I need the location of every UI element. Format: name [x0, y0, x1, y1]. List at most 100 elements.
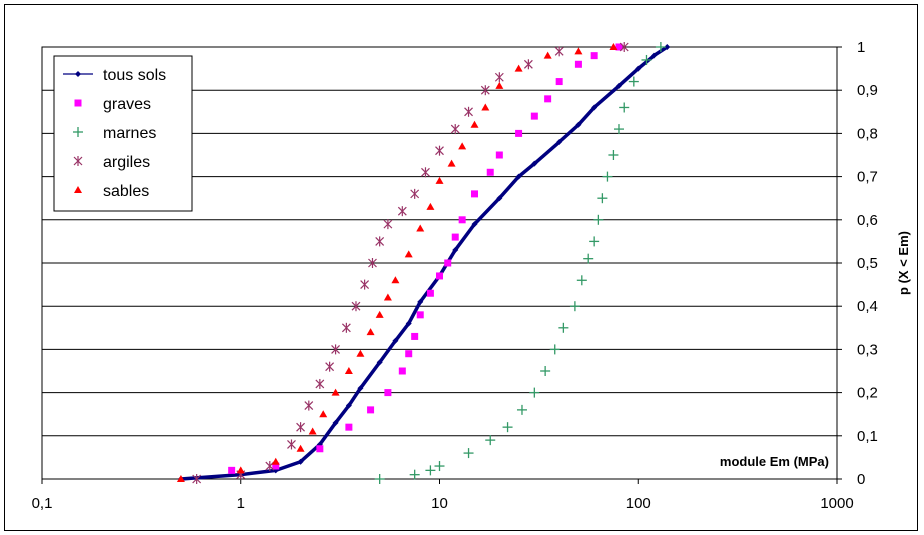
data-point — [575, 121, 582, 128]
legend-item: argiles — [73, 154, 150, 171]
data-point — [375, 236, 385, 247]
data-point — [531, 160, 538, 167]
data-point — [664, 44, 671, 50]
y-tick-label: 0,3 — [857, 341, 878, 358]
data-point — [602, 171, 613, 182]
data-point — [574, 47, 583, 55]
data-point — [391, 276, 400, 284]
data-point — [383, 293, 392, 301]
data-point — [635, 65, 642, 72]
data-point — [574, 60, 582, 68]
data-point — [366, 328, 375, 336]
data-point — [344, 367, 353, 374]
data-point — [416, 311, 424, 319]
data-point — [495, 81, 504, 89]
legend-item: tous sols — [63, 67, 166, 84]
data-point — [376, 359, 383, 366]
data-point — [435, 176, 444, 184]
data-point — [470, 120, 479, 128]
data-point — [315, 378, 325, 389]
data-point — [515, 173, 522, 180]
data-point — [421, 167, 430, 178]
data-point — [619, 42, 629, 52]
data-point — [375, 310, 384, 318]
legend-marker — [73, 127, 83, 137]
x-tick-label: 1 — [237, 495, 245, 512]
data-point — [434, 461, 445, 472]
data-point — [593, 214, 604, 225]
data-point — [398, 367, 406, 375]
data-point — [332, 419, 339, 426]
x-axis-ticks: 0,1 1 10 100 1000 — [32, 479, 854, 512]
data-point — [549, 344, 560, 355]
y-tick-label: 0,5 — [857, 255, 878, 272]
data-point — [650, 52, 657, 59]
data-point — [589, 236, 600, 247]
y-tick-label: 0,4 — [857, 298, 878, 315]
data-point — [502, 422, 513, 433]
data-point — [530, 112, 538, 120]
data-point — [410, 188, 420, 199]
data-point — [555, 78, 563, 86]
data-point — [176, 475, 185, 482]
data-point — [447, 159, 456, 167]
data-point — [316, 445, 324, 453]
y-tick-label: 1 — [857, 39, 865, 56]
data-point — [409, 469, 420, 480]
data-point — [287, 439, 296, 450]
data-point — [619, 102, 630, 113]
legend-marker — [74, 186, 82, 193]
data-point — [265, 461, 275, 472]
data-point — [325, 361, 335, 372]
legend-marker — [74, 99, 82, 107]
data-point — [417, 298, 424, 305]
data-point — [486, 168, 494, 176]
data-point — [613, 124, 624, 135]
data-point — [495, 151, 503, 159]
data-point — [297, 458, 304, 465]
data-point — [392, 337, 399, 344]
y-tick-label: 0,2 — [857, 385, 878, 402]
data-point — [345, 423, 353, 431]
data-point — [451, 233, 459, 241]
data-point — [463, 448, 474, 459]
data-point — [569, 301, 580, 312]
data-point — [591, 104, 598, 111]
data-point — [360, 279, 370, 290]
data-point — [331, 344, 341, 355]
x-tick-label: 0,1 — [32, 495, 53, 512]
data-point — [228, 466, 236, 474]
data-point — [405, 350, 413, 358]
legend-label: tous sols — [103, 67, 166, 84]
legend: tous sols graves marnes argiles sables — [53, 55, 193, 212]
data-point — [615, 82, 622, 89]
data-point — [608, 150, 619, 160]
chart-frame — [4, 4, 918, 531]
x-tick-label: 100 — [626, 495, 651, 512]
data-point — [368, 258, 377, 268]
data-point — [516, 404, 527, 415]
series-argiles — [192, 42, 629, 484]
data-point — [615, 43, 623, 51]
data-point — [641, 54, 652, 65]
x-tick-label: 10 — [431, 495, 448, 512]
x-tick-label: 1000 — [820, 495, 853, 512]
data-point — [590, 52, 598, 60]
data-point — [367, 406, 375, 414]
legend-label: sables — [103, 183, 149, 200]
y-tick-label: 0,6 — [857, 212, 878, 229]
data-point — [450, 124, 460, 135]
data-point — [583, 253, 594, 264]
data-point — [470, 190, 478, 198]
data-point — [609, 43, 618, 50]
data-point — [272, 462, 280, 470]
legend-label: graves — [103, 96, 151, 113]
data-point — [319, 410, 328, 418]
data-point — [416, 224, 425, 232]
data-point — [514, 64, 523, 72]
data-point — [523, 59, 533, 70]
y-tick-label: 0,8 — [857, 125, 878, 142]
data-point — [357, 385, 364, 392]
data-point — [436, 272, 443, 280]
y-axis-title: p (X < Em) — [896, 231, 911, 295]
